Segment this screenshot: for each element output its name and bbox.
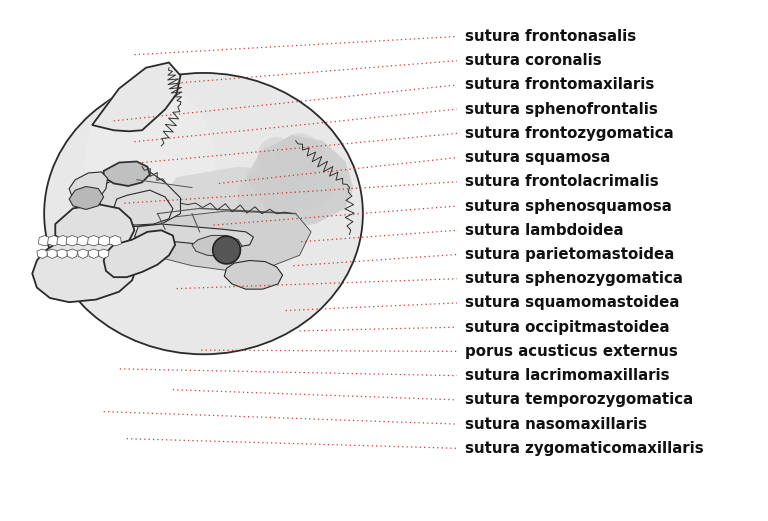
Text: sutura sphenosquamosa: sutura sphenosquamosa [465, 199, 671, 214]
Polygon shape [114, 190, 173, 225]
Circle shape [238, 167, 300, 229]
Polygon shape [224, 260, 283, 289]
Polygon shape [37, 249, 48, 258]
Text: sutura coronalis: sutura coronalis [465, 53, 601, 68]
Polygon shape [104, 230, 175, 277]
Text: sutura nasomaxillaris: sutura nasomaxillaris [465, 417, 647, 431]
Text: sutura frontolacrimalis: sutura frontolacrimalis [465, 175, 658, 189]
Polygon shape [48, 235, 60, 246]
Polygon shape [109, 235, 121, 246]
Circle shape [213, 236, 240, 264]
Polygon shape [38, 235, 51, 246]
Polygon shape [88, 249, 99, 258]
Polygon shape [66, 235, 78, 246]
Polygon shape [47, 249, 58, 258]
Text: sutura parietomastoidea: sutura parietomastoidea [465, 247, 674, 262]
Text: sutura frontomaxilaris: sutura frontomaxilaris [465, 78, 654, 92]
Polygon shape [246, 135, 353, 229]
Polygon shape [98, 235, 111, 246]
Polygon shape [77, 235, 89, 246]
Text: sutura zygomaticomaxillaris: sutura zygomaticomaxillaris [465, 441, 703, 456]
Polygon shape [104, 162, 150, 186]
Circle shape [257, 137, 296, 176]
Circle shape [276, 133, 323, 179]
Text: sutura occipitmastoidea: sutura occipitmastoidea [465, 320, 669, 334]
Text: sutura frontonasalis: sutura frontonasalis [465, 29, 636, 44]
Polygon shape [157, 167, 342, 224]
Text: sutura frontozygomatica: sutura frontozygomatica [465, 126, 674, 141]
Polygon shape [69, 172, 108, 203]
Text: sutura temporozygomatica: sutura temporozygomatica [465, 392, 693, 407]
Polygon shape [88, 235, 100, 246]
Polygon shape [192, 235, 242, 256]
Polygon shape [134, 224, 253, 247]
Polygon shape [69, 187, 104, 209]
Polygon shape [78, 249, 88, 258]
Text: sutura sphenozygomatica: sutura sphenozygomatica [465, 271, 683, 286]
Polygon shape [55, 204, 134, 250]
Ellipse shape [45, 73, 363, 354]
Polygon shape [57, 249, 68, 258]
Text: sutura squamosa: sutura squamosa [465, 150, 610, 165]
Polygon shape [57, 235, 69, 246]
Polygon shape [32, 239, 137, 302]
Text: sutura lacrimomaxillaris: sutura lacrimomaxillaris [465, 368, 669, 383]
Text: sutura squamomastoidea: sutura squamomastoidea [465, 295, 679, 311]
Polygon shape [150, 211, 311, 271]
Text: sutura sphenofrontalis: sutura sphenofrontalis [465, 102, 657, 117]
Polygon shape [98, 172, 180, 227]
Text: porus acusticus externus: porus acusticus externus [465, 344, 677, 359]
Circle shape [280, 155, 334, 209]
Polygon shape [92, 63, 180, 131]
Polygon shape [98, 249, 109, 258]
Text: sutura lambdoidea: sutura lambdoidea [465, 223, 623, 238]
Ellipse shape [84, 83, 215, 240]
Polygon shape [67, 249, 78, 258]
